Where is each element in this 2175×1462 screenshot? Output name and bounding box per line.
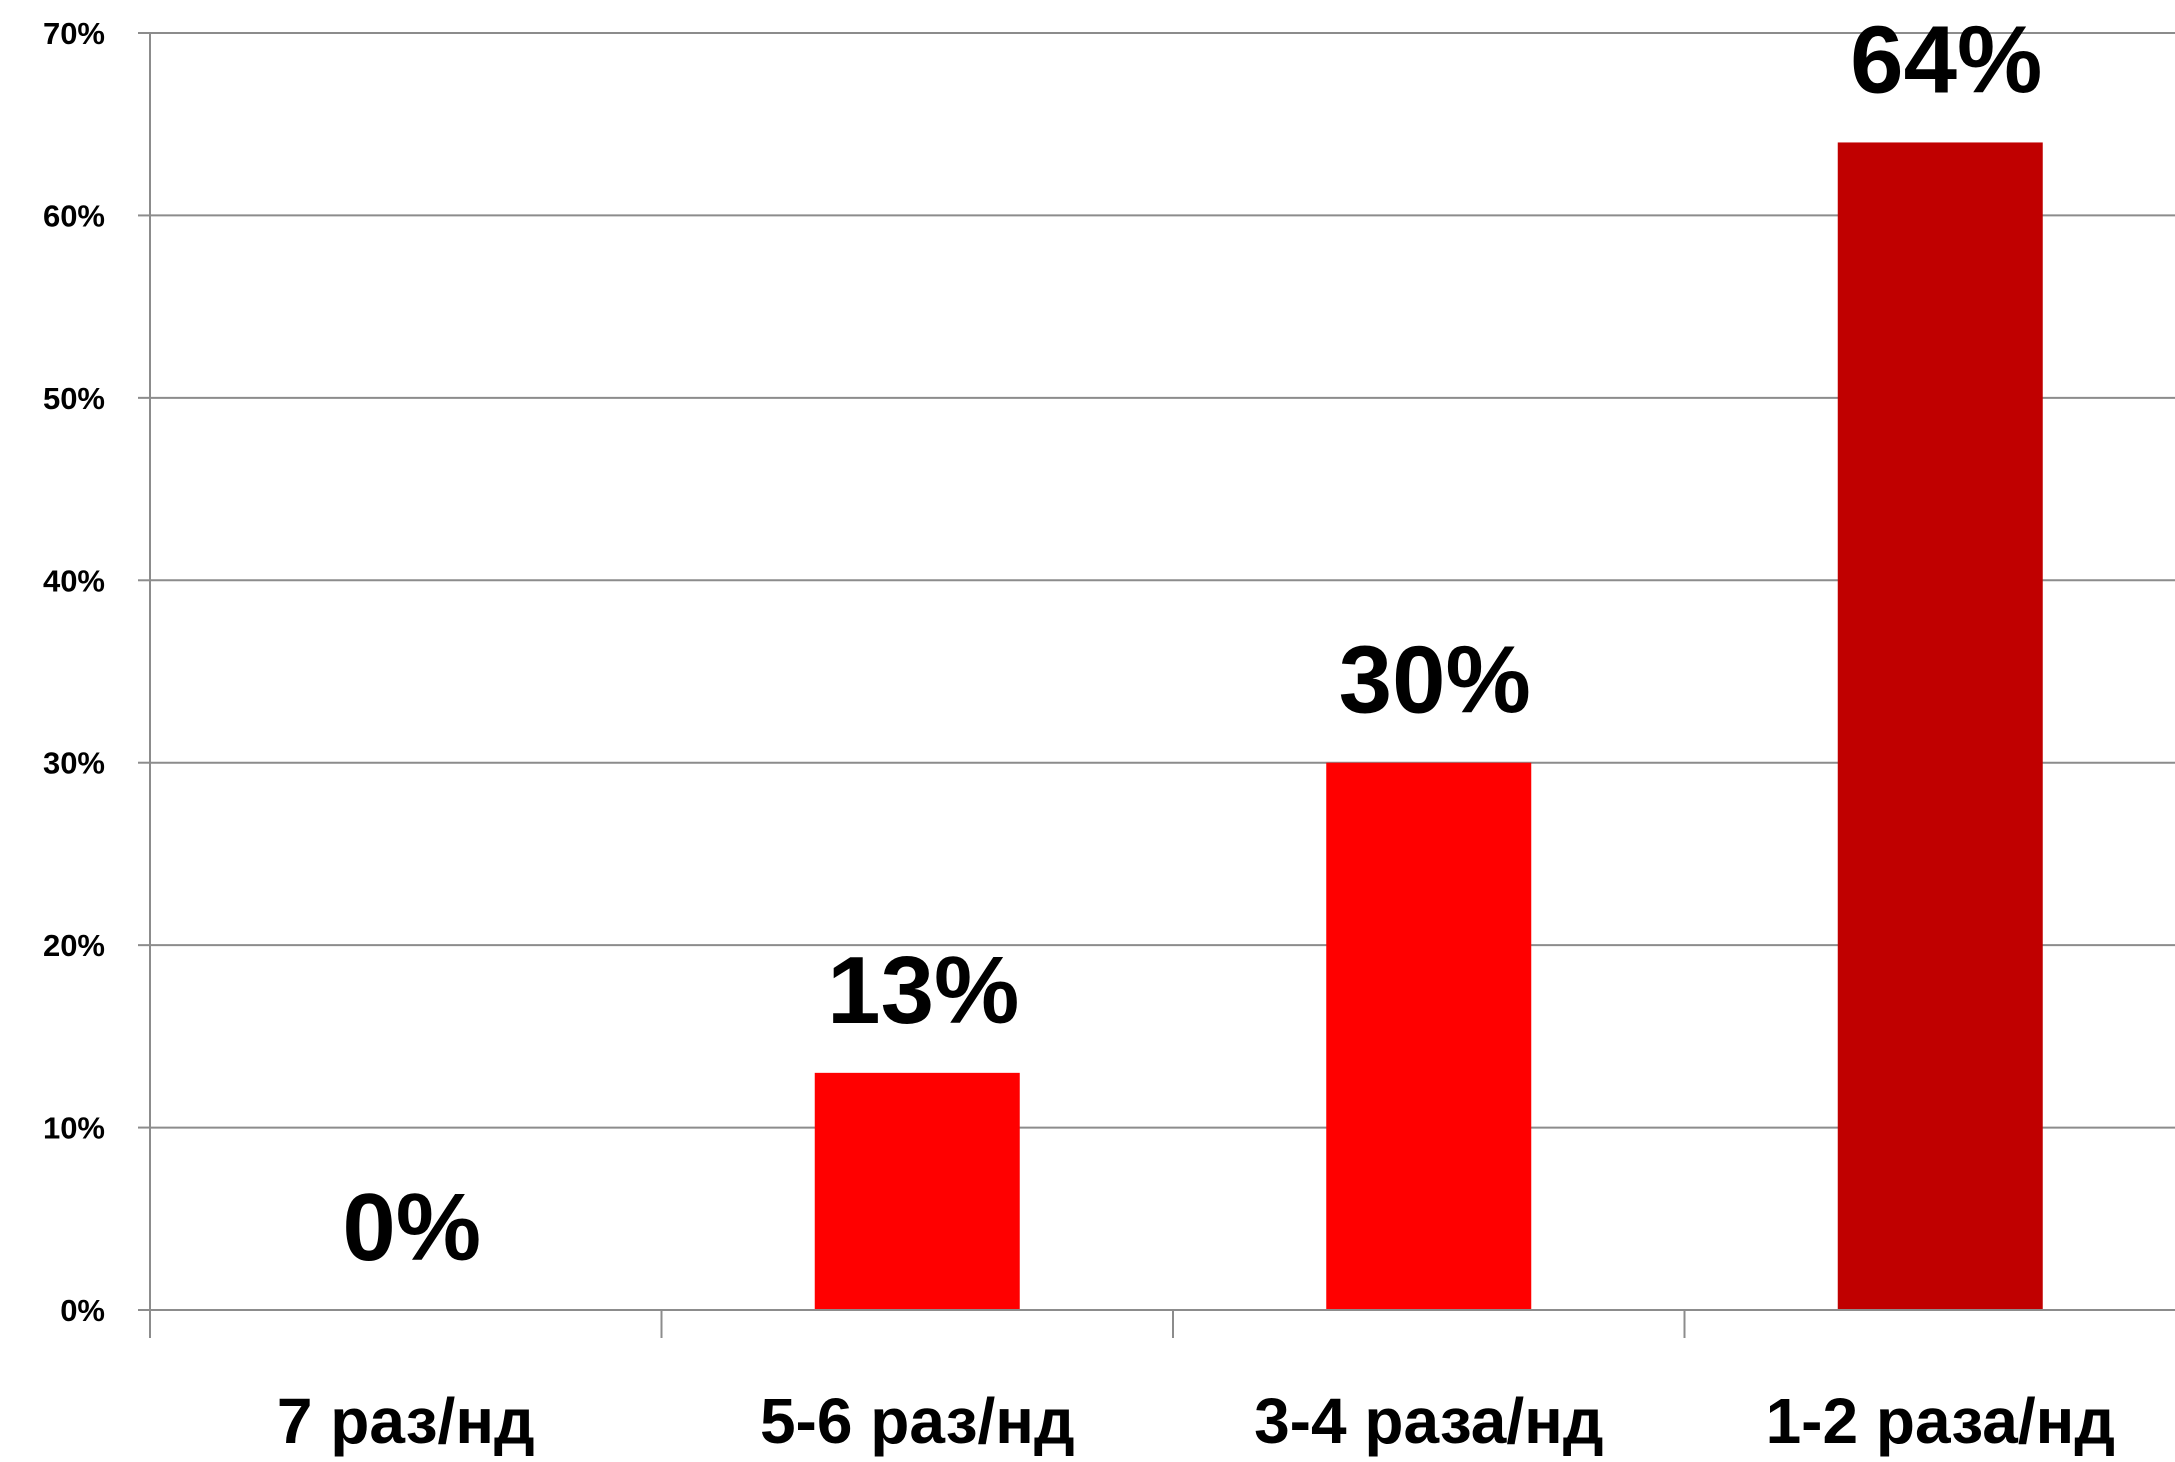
gridlines xyxy=(150,32,2175,1129)
data-labels: 0% 13% 30% 64% xyxy=(342,6,2042,1281)
bar xyxy=(814,1072,1020,1310)
y-axis-ticks: 0% 10% 20% 30% 40% 50% 60% 70% xyxy=(43,16,150,1328)
data-label: 64% xyxy=(1850,6,2042,113)
y-tick-label: 0% xyxy=(60,1293,105,1328)
y-tick-label: 20% xyxy=(43,928,105,963)
x-axis-ticks: 7 раз/нд 5-6 раз/нд 3-4 раза/нд 1-2 раза/нд xyxy=(277,1310,2115,1457)
axes xyxy=(149,33,2175,1338)
y-tick-label: 10% xyxy=(43,1111,105,1146)
y-tick-label: 70% xyxy=(43,16,105,51)
x-tick-label: 1-2 раза/нд xyxy=(1766,1385,2115,1457)
y-tick-label: 40% xyxy=(43,563,105,598)
bar xyxy=(1837,142,2043,1310)
y-tick-label: 60% xyxy=(43,198,105,233)
data-label: 13% xyxy=(827,937,1019,1044)
x-tick-label: 5-6 раз/нд xyxy=(760,1385,1075,1457)
x-tick-label: 7 раз/нд xyxy=(277,1385,535,1457)
x-tick-label: 3-4 раза/нд xyxy=(1254,1385,1603,1457)
data-label: 0% xyxy=(342,1174,481,1281)
y-tick-label: 50% xyxy=(43,381,105,416)
bar xyxy=(1326,762,1532,1310)
y-tick-label: 30% xyxy=(43,746,105,781)
bars xyxy=(814,142,2043,1310)
data-label: 30% xyxy=(1339,627,1531,734)
